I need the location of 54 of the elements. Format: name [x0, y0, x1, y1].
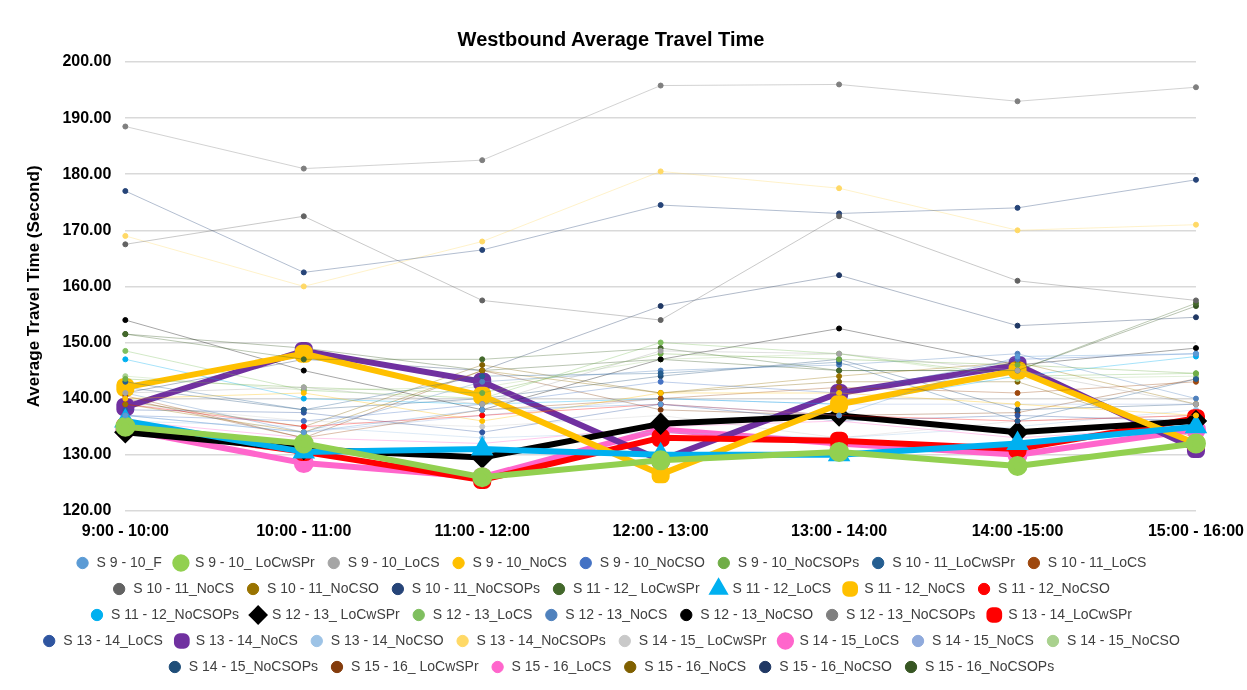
legend-label: S 10 - 11_NoCSO [267, 579, 379, 596]
y-tick-label: 130.00 [62, 445, 112, 463]
legend-label: S 9 - 10_LoCS [347, 553, 440, 570]
legend-label: S 9 - 10_ LoCwSPr [194, 553, 316, 570]
legend-label: S 11 - 12_NoCS [864, 579, 966, 596]
legend-label: S 14 - 15_NoCSOPs [188, 657, 318, 674]
y-tick-label: 120.00 [62, 501, 112, 519]
y-tick-label: 190.00 [62, 108, 112, 126]
legend-label: S 10 - 11_LoCwSPr [892, 553, 1016, 570]
legend-label: S 9 - 10_NoCS [472, 553, 567, 570]
legend-label: S 11 - 12_LoCS [732, 579, 832, 596]
legend-label: S 15 - 16_ LoCwSPr [350, 657, 479, 674]
legend-label: S 12 - 13_ LoCwSPr [272, 605, 401, 622]
legend-label: S 13 - 14_NoCSO [330, 631, 444, 648]
x-tick-label: 14:00 -15:00 [971, 521, 1064, 539]
legend-label: S 13 - 14_LoCS [63, 631, 163, 648]
legend-label: S 14 - 15_NoCS [932, 631, 1034, 648]
y-tick-label: 200.00 [62, 52, 112, 70]
legend-label: S 14 - 15_LoCS [799, 631, 900, 648]
legend-label: S 9 - 10_NoCSOPs [737, 553, 860, 570]
legend-label: S 12 - 13_NoCSOPs [846, 605, 976, 622]
legend-label: S 11 - 12_NoCSOPs [110, 605, 240, 622]
legend-label: S 15 - 16_LoCS [511, 657, 612, 674]
legend-label: S 13 - 14_NoCSOPs [476, 631, 606, 648]
legend-label: S 14 - 15_ LoCwSPr [638, 631, 767, 648]
legend-label: S 9 - 10_NoCSO [599, 553, 705, 570]
legend-label: S 13 - 14_LoCwSPr [1008, 605, 1133, 622]
legend-label: S 10 - 11_LoCS [1047, 553, 1147, 570]
x-tick-label: 12:00 - 13:00 [612, 521, 709, 539]
legend-label: S 15 - 16_NoCSO [779, 657, 893, 674]
x-tick-label: 13:00 - 14:00 [791, 521, 888, 539]
legend-label: S 11 - 12_ LoCwSPr [572, 579, 700, 596]
y-tick-label: 140.00 [62, 389, 112, 407]
legend-label: S 10 - 11_NoCS [133, 579, 235, 596]
legend-label: S 13 - 14_NoCS [195, 631, 298, 648]
x-tick-label: 10:00 - 11:00 [256, 521, 352, 539]
legend-label: S 15 - 16_NoCS [644, 657, 747, 674]
y-tick-label: 170.00 [62, 220, 112, 238]
y-tick-label: 180.00 [62, 164, 112, 182]
x-tick-label: 15:00 - 16:00 [1147, 521, 1245, 539]
legend-label: S 12 - 13_NoCSO [700, 605, 814, 622]
legend-label: S 15 - 16_NoCSOPs [925, 657, 1055, 674]
legend-label: S 10 - 11_NoCSOPs [411, 579, 540, 596]
legend-label: S 14 - 15_NoCSO [1066, 631, 1180, 648]
x-tick-label: 11:00 - 12:00 [434, 521, 530, 539]
y-tick-label: 160.00 [62, 276, 112, 294]
y-tick-label: 150.00 [62, 332, 112, 350]
legend-label: S 12 - 13_LoCS [432, 605, 533, 622]
chart-title: Westbound Average Travel Time [457, 27, 765, 50]
legend-label: S 12 - 13_NoCS [565, 605, 668, 622]
legend-label: S 9 - 10_F [96, 553, 162, 570]
x-tick-label: 9:00 - 10:00 [81, 521, 170, 539]
legend-label: S 11 - 12_NoCSO [998, 579, 1110, 596]
y-axis-title: Average Travel Time (Second) [23, 165, 43, 408]
